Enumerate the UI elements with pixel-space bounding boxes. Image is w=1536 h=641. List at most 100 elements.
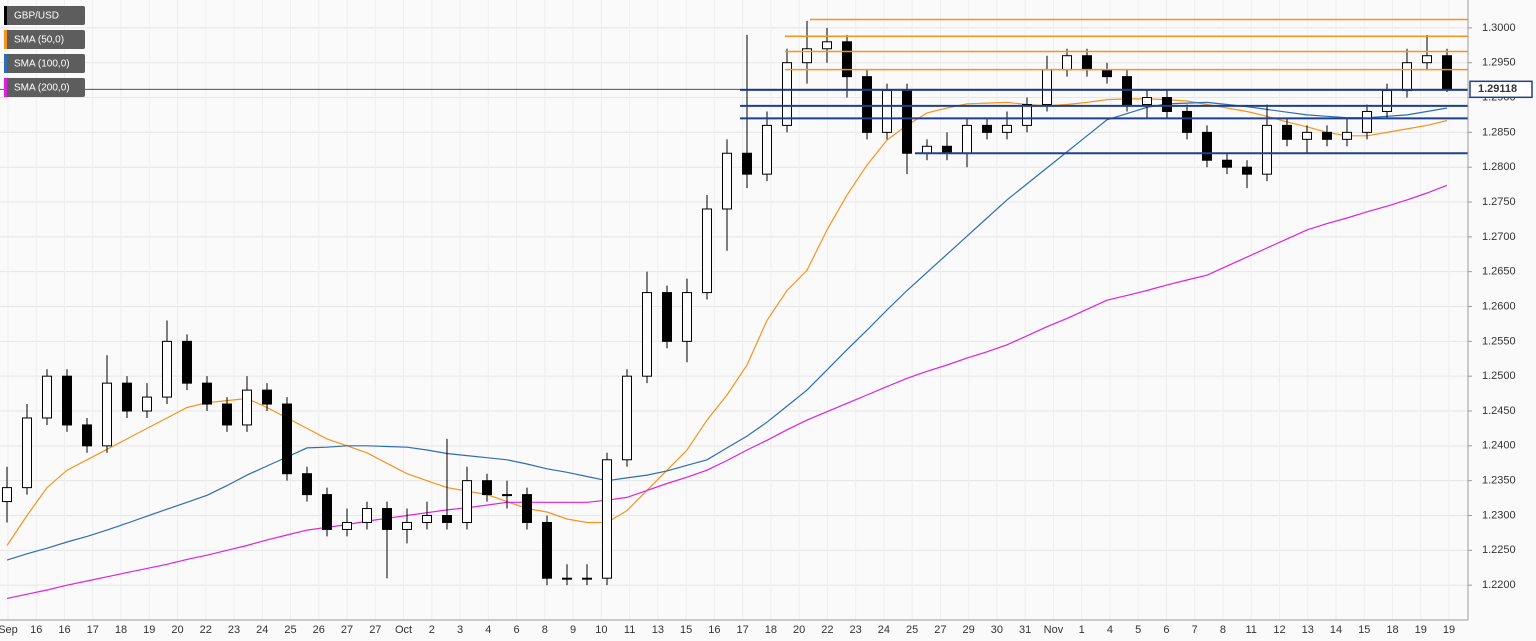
candle-body	[982, 124, 992, 133]
x-tick-label: 13	[652, 624, 664, 636]
x-tick-label: 7	[1192, 624, 1198, 636]
candle-body	[1142, 97, 1152, 105]
x-tick-label: 14	[1330, 624, 1342, 636]
candle-body	[1282, 124, 1292, 140]
x-tick-label: 20	[793, 624, 805, 636]
candle-body	[722, 152, 732, 210]
candle-body	[1422, 55, 1432, 64]
candle-body	[1342, 131, 1352, 140]
candle-body	[362, 508, 372, 523]
x-tick-label: 24	[878, 624, 890, 636]
y-tick-label: 1.2700	[1482, 231, 1516, 243]
x-tick-label: 23	[850, 624, 862, 636]
candle-body	[902, 90, 912, 154]
candle-body	[2, 487, 12, 503]
candle-body	[942, 145, 952, 154]
candle-body	[182, 340, 192, 384]
candle-body	[1082, 55, 1092, 71]
candle-body	[1302, 131, 1312, 140]
y-tick-label: 1.2800	[1482, 161, 1516, 173]
candle-body	[962, 124, 972, 154]
x-tick-label: 19	[143, 624, 155, 636]
x-tick-label: 26	[313, 624, 325, 636]
last-price-label: 1.29118	[1478, 83, 1517, 95]
candle-body	[842, 41, 852, 78]
candle-body	[142, 396, 152, 412]
candle-body	[762, 124, 772, 175]
x-tick-label: 1	[1079, 624, 1085, 636]
candle-body	[522, 494, 532, 523]
x-tick-label: 8	[1220, 624, 1226, 636]
x-tick-label: 3	[457, 624, 463, 636]
candle-body	[422, 515, 432, 523]
legend-swatch	[4, 6, 7, 25]
x-tick-label: 20	[171, 624, 183, 636]
x-tick-label: 31	[1019, 624, 1031, 636]
plot	[0, 18, 1468, 599]
sma-line	[6, 184, 1448, 599]
x-tick-label: 22	[821, 624, 833, 636]
candle-body	[662, 292, 672, 342]
x-tick-label: Oct	[395, 624, 412, 636]
y-tick-label: 1.2300	[1482, 509, 1516, 521]
x-tick-label: 27	[934, 624, 946, 636]
candle-body	[562, 577, 572, 580]
legend-box	[4, 6, 85, 25]
candle-body	[1182, 110, 1192, 133]
x-tick-label: 30	[991, 624, 1003, 636]
sma-line	[6, 101, 1448, 561]
candle-body	[342, 521, 352, 530]
y-tick-label: 1.2600	[1482, 300, 1516, 312]
legend-label: SMA (200,0)	[14, 83, 70, 94]
x-tick-label: 16	[708, 624, 720, 636]
legend-swatch	[4, 30, 7, 49]
x-tick-label: 4	[485, 624, 491, 636]
x-tick-label: 18	[765, 624, 777, 636]
x-tick-label: 25	[284, 624, 296, 636]
candle-body	[1062, 55, 1072, 71]
legend-label: SMA (50,0)	[14, 35, 64, 46]
x-tick-label: 2	[429, 624, 435, 636]
x-tick-label: 18	[1386, 624, 1398, 636]
x-tick-label: 6	[514, 624, 520, 636]
candle-body	[642, 292, 652, 377]
candle-body	[282, 403, 292, 475]
candle-body	[582, 577, 592, 580]
x-tick-label: 4	[1107, 624, 1113, 636]
candle-body	[42, 375, 52, 419]
last-price-box	[1469, 80, 1533, 99]
legend-box	[4, 78, 85, 97]
candle-body	[402, 521, 412, 530]
candle-body	[622, 375, 632, 461]
candle-body	[702, 208, 712, 294]
axes: 1.2200 1.2250 1.2300 1.2350 1.2400 1.2450 1.25…	[0, 22, 1533, 636]
legend-swatch	[4, 78, 7, 97]
candle-body	[122, 382, 132, 412]
y-tick-label: 1.2750	[1482, 196, 1516, 208]
x-tick-label: 18	[115, 624, 127, 636]
x-tick-label: 11	[1246, 624, 1257, 636]
x-tick-label: 19	[1443, 624, 1455, 636]
x-tick-label: 27	[369, 624, 381, 636]
y-tick-label: 1.2350	[1482, 475, 1516, 487]
candle-body	[442, 515, 452, 523]
x-tick-label: 12	[1273, 624, 1285, 636]
legend-swatch	[4, 54, 7, 73]
candle-body	[822, 41, 832, 50]
candle-body	[1242, 166, 1252, 175]
legend-label: SMA (100,0)	[14, 59, 70, 70]
candle-body	[482, 480, 492, 496]
candle-body	[302, 473, 312, 496]
x-tick-label: 16	[58, 624, 70, 636]
y-tick-label: 1.2650	[1482, 266, 1516, 278]
candle-body	[382, 508, 392, 530]
y-tick-label: 1.2250	[1482, 544, 1516, 556]
candle-body	[1362, 110, 1372, 133]
candle-body	[222, 403, 232, 426]
x-tick-label: 19	[1415, 624, 1427, 636]
y-tick-label: 1.3000	[1482, 22, 1516, 34]
y-tick-label: 1.2400	[1482, 440, 1516, 452]
candle-body	[602, 459, 612, 579]
